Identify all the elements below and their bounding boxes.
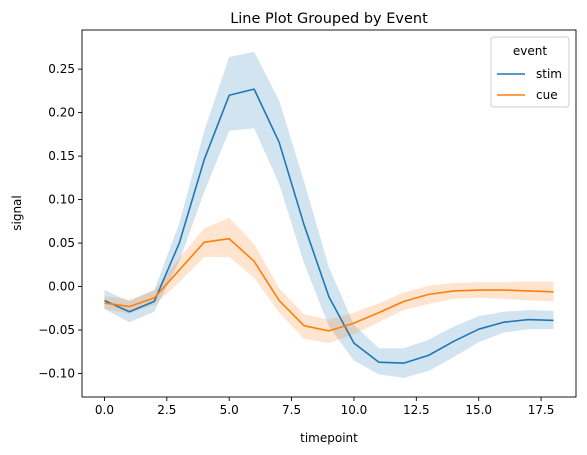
- x-tick-label: 15.0: [465, 403, 492, 417]
- legend-box: [490, 36, 570, 108]
- confidence-band-cue: [104, 217, 554, 344]
- legend: event stim cue: [490, 36, 570, 108]
- y-tick-label: 0.20: [48, 106, 75, 120]
- series-lines: [104, 88, 554, 364]
- legend-label-stim: stim: [536, 67, 562, 81]
- x-tick-label: 10.0: [341, 403, 368, 417]
- legend-title: event: [513, 44, 547, 58]
- x-tick-label: 7.5: [282, 403, 301, 417]
- x-tick-label: 17.5: [528, 403, 555, 417]
- confidence-bands: [104, 51, 554, 378]
- y-axis: −0.10 −0.05 0.00 0.05 0.10 0.15 0.20 0.25: [38, 62, 82, 381]
- confidence-band-stim: [104, 51, 554, 378]
- series-line-cue: [104, 237, 554, 332]
- y-axis-title: signal: [10, 195, 24, 231]
- x-axis: 0.0 2.5 5.0 7.5 10.0 12.5 15.0 17.5: [95, 397, 555, 417]
- y-tick-label: 0.15: [48, 149, 75, 163]
- x-tick-label: 0.0: [95, 403, 114, 417]
- legend-label-cue: cue: [536, 88, 558, 102]
- series-line-stim: [104, 88, 554, 364]
- x-axis-title: timepoint: [300, 431, 358, 445]
- x-tick-label: 2.5: [157, 403, 176, 417]
- y-tick-label: −0.10: [38, 367, 75, 381]
- plot-frame: [81, 29, 577, 398]
- x-tick-label: 12.5: [403, 403, 430, 417]
- y-tick-label: 0.10: [48, 193, 75, 207]
- y-tick-label: 0.25: [48, 62, 75, 76]
- y-tick-label: −0.05: [38, 323, 75, 337]
- chart-title: Line Plot Grouped by Event: [230, 11, 428, 27]
- y-tick-label: 0.00: [48, 280, 75, 294]
- y-tick-label: 0.05: [48, 236, 75, 250]
- x-tick-label: 5.0: [220, 403, 239, 417]
